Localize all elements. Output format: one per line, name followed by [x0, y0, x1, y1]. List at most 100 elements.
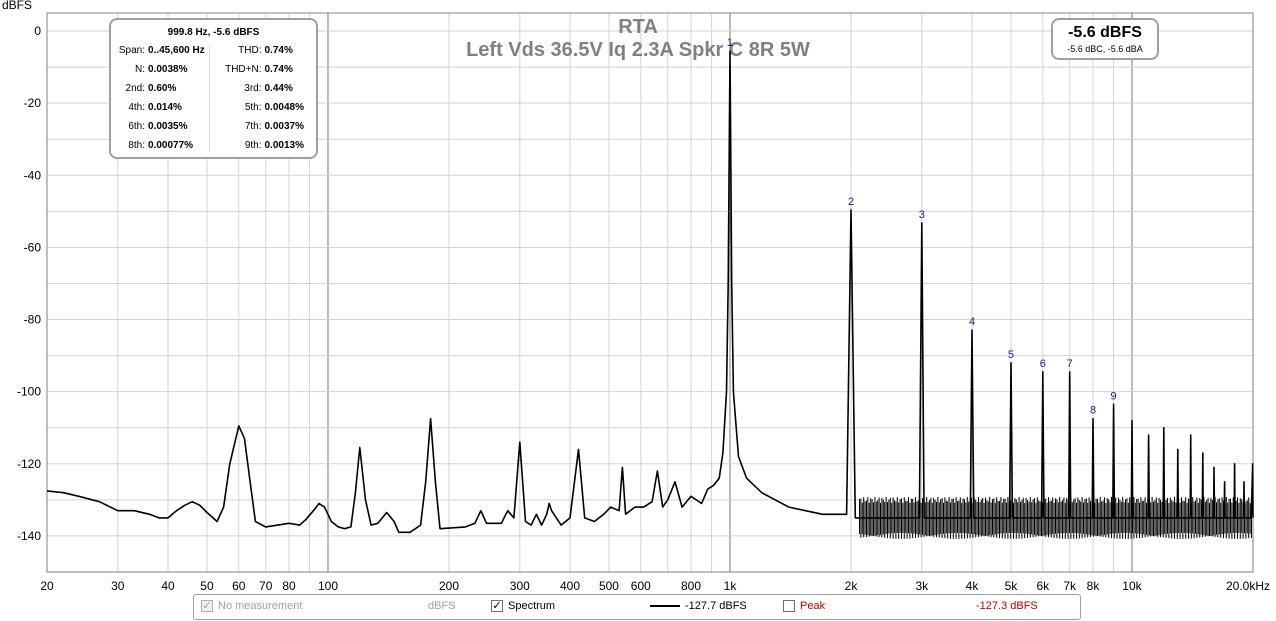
x-tick-label: 500 — [599, 579, 619, 593]
harmonic-markers: 1 2 3 4 5 6 7 8 9 — [727, 37, 1117, 416]
stats-value: 0.0013% — [264, 140, 304, 151]
harmonic-label: 7 — [1067, 358, 1073, 370]
stats-label: 2nd: — [125, 83, 145, 94]
y-tick-label: -60 — [24, 240, 42, 254]
legend-peak: Peak — [783, 600, 825, 612]
axis-ticks: 0 -20 -40 -60 -80 -100 -120 -140 20 30 40 50 60 70 80 1… — [17, 24, 1270, 593]
y-tick-label: -20 — [24, 96, 42, 110]
stats-value: 0.60% — [148, 83, 177, 94]
stats-row: 4th: 0.014% 5th: 0.0048% — [111, 98, 316, 117]
stats-label: Span: — [118, 45, 145, 56]
stats-value: 0.0037% — [264, 121, 304, 132]
x-tick-label: 300 — [510, 579, 530, 593]
stats-label: 5th: — [244, 102, 262, 113]
stats-label: 7th: — [244, 121, 262, 132]
stats-value: 0.0048% — [264, 102, 304, 113]
y-tick-label: -100 — [17, 385, 41, 399]
spectrum-label: Spectrum — [508, 600, 556, 612]
harmonic-label: 6 — [1040, 358, 1046, 370]
stats-row: 6th: 0.0035% 7th: 0.0037% — [111, 117, 316, 136]
x-tick-label: 80 — [282, 579, 296, 593]
x-tick-label: 20.0kHz — [1226, 579, 1270, 593]
chart-title: RTA — [618, 16, 658, 38]
x-tick-label: 1k — [724, 579, 738, 593]
y-tick-label: -40 — [24, 168, 42, 182]
legend-no-measurement: ✓ No measurement — [201, 600, 302, 612]
harmonic-label: 8 — [1090, 405, 1096, 417]
level-main: -5.6 dBFS — [1068, 24, 1142, 41]
x-tick-label: 20 — [40, 579, 54, 593]
distortion-stats-panel[interactable]: 999.8 Hz, -5.6 dBFS Span: 0..45,600 Hz TH… — [109, 18, 318, 159]
stats-label: 6th: — [128, 121, 145, 132]
stats-label: THD+N: — [225, 64, 262, 75]
x-tick-label: 7k — [1063, 579, 1077, 593]
x-tick-label: 30 — [111, 579, 125, 593]
spectrum-value: -127.7 dBFS — [685, 600, 747, 612]
peak-label: Peak — [800, 600, 826, 612]
chart-subtitle: Left Vds 36.5V Iq 2.3A Spkr C 8R 5W — [466, 39, 810, 61]
x-tick-label: 40 — [161, 579, 175, 593]
stats-label: THD: — [238, 45, 262, 56]
harmonic-label: 1 — [727, 37, 733, 49]
stats-value: 0.74% — [264, 45, 293, 56]
legend-spectrum: ✓ Spectrum — [491, 600, 555, 612]
no-measurement-unit: dBFS — [428, 600, 456, 612]
harmonic-label: 3 — [919, 209, 925, 221]
x-tick-label: 100 — [318, 579, 338, 593]
y-tick-label: 0 — [34, 24, 41, 38]
stats-value: 0..45,600 Hz — [148, 45, 205, 56]
x-tick-label: 2k — [845, 579, 859, 593]
no-measurement-checkbox[interactable]: ✓ — [201, 600, 213, 612]
stats-value: 0.74% — [264, 64, 293, 75]
harmonic-label: 4 — [969, 316, 975, 328]
x-tick-label: 10k — [1122, 579, 1142, 593]
no-measurement-label: No measurement — [218, 600, 303, 612]
stats-rows: Span: 0..45,600 Hz THD: 0.74% N: 0.0038% TH… — [111, 41, 316, 155]
harmonic-label: 2 — [848, 196, 854, 208]
harmonic-label: 5 — [1008, 349, 1014, 361]
stats-row: N: 0.0038% THD+N: 0.74% — [111, 60, 316, 79]
spectrum-readout: -127.7 dBFS — [650, 600, 747, 612]
x-tick-label: 800 — [681, 579, 701, 593]
stats-row: Span: 0..45,600 Hz THD: 0.74% — [111, 41, 316, 60]
plot-frame — [46, 12, 1254, 573]
level-weighted: -5.6 dBC, -5.6 dBA — [1067, 44, 1143, 54]
stats-value: 0.44% — [264, 83, 293, 94]
y-axis-label: dBFS — [2, 0, 32, 12]
y-tick-label: -140 — [17, 529, 41, 543]
stats-label: 8th: — [128, 140, 145, 151]
x-tick-label: 3k — [915, 579, 929, 593]
x-tick-label: 60 — [232, 579, 246, 593]
level-readout-panel[interactable]: -5.6 dBFS -5.6 dBC, -5.6 dBA — [1051, 18, 1159, 60]
stats-row: 2nd: 0.60% 3rd: 0.44% — [111, 79, 316, 98]
x-tick-label: 4k — [966, 579, 980, 593]
spectrum-series-line — [46, 50, 1254, 534]
peak-checkbox[interactable] — [783, 600, 795, 612]
stats-label: 9th: — [244, 140, 262, 151]
stats-value: 0.0038% — [148, 64, 188, 75]
stats-value: 0.0035% — [148, 121, 188, 132]
x-tick-label: 70 — [259, 579, 273, 593]
stats-header: 999.8 Hz, -5.6 dBFS — [167, 27, 260, 38]
x-tick-label: 200 — [439, 579, 459, 593]
x-tick-label: 5k — [1005, 579, 1019, 593]
stats-divider — [209, 44, 210, 152]
x-tick-label: 8k — [1087, 579, 1101, 593]
x-tick-label: 6k — [1036, 579, 1050, 593]
noise-floor-band — [859, 496, 1252, 539]
noise-floor-strokes — [859, 496, 1252, 539]
stats-label: 3rd: — [244, 83, 262, 94]
legend-bar: ✓ No measurement dBFS ✓ Spectrum -127.7 … — [193, 594, 1081, 620]
peak-value: -127.3 dBFS — [976, 600, 1038, 612]
stats-label: 4th: — [128, 102, 145, 113]
x-tick-label: 50 — [200, 579, 214, 593]
spectrum-line-swatch — [650, 605, 680, 607]
stats-value: 0.00077% — [148, 140, 194, 151]
x-tick-label: 400 — [560, 579, 580, 593]
spectrum-checkbox[interactable]: ✓ — [491, 600, 503, 612]
x-tick-label: 600 — [631, 579, 651, 593]
stats-value: 0.014% — [148, 102, 182, 113]
stats-row: 8th: 0.00077% 9th: 0.0013% — [111, 136, 316, 155]
y-tick-label: -120 — [17, 457, 41, 471]
stats-label: N: — [135, 64, 145, 75]
